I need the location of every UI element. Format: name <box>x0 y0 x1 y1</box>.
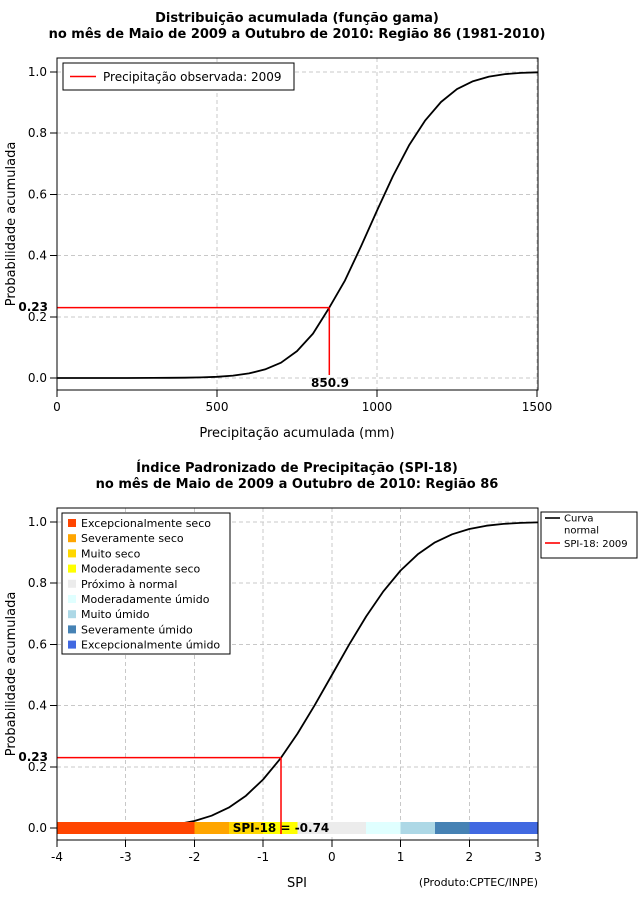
cdf-curve <box>57 71 539 379</box>
y-tick-label: 0.0 <box>28 821 47 835</box>
chart-subtitle: no mês de Maio de 2009 a Outubro de 2010… <box>96 477 499 492</box>
category-label: Moderadamente úmido <box>81 593 210 606</box>
chart-title: Índice Padronizado de Precipitação (SPI-… <box>136 460 458 476</box>
spi-category-segment <box>57 822 195 834</box>
y-tick-label: 1.0 <box>28 65 47 79</box>
y-tick-label: 0.0 <box>28 371 47 385</box>
marker-layer <box>57 306 331 375</box>
spi-category-segment <box>366 822 401 834</box>
x-tick-label: -3 <box>120 850 132 864</box>
curve-legend: Curva normal SPI-18: 2009 <box>540 511 638 559</box>
category-label: Excepcionalmente seco <box>81 517 211 530</box>
spi-category-segment <box>434 822 470 834</box>
grid-layer <box>56 58 538 390</box>
x-tick-label: -1 <box>257 850 269 864</box>
y-tick-label: 0.6 <box>28 637 47 651</box>
gamma-cdf-chart: 0 500 1000 1500 0.0 0.2 0.4 0.6 0.8 1.0 Precipita… <box>4 11 552 441</box>
spi-category-segment <box>297 822 367 834</box>
category-label: Muito úmido <box>81 608 150 621</box>
category-legend-layer: Excepcionalmente seco Severamente seco Mui… <box>61 512 231 655</box>
spi-category-segment <box>469 822 538 834</box>
legend-box <box>62 62 295 91</box>
category-label: Muito seco <box>81 547 141 560</box>
y-tick-label: 0.2 <box>28 760 47 774</box>
x-tick-label: 0 <box>328 850 336 864</box>
x-tick-label: 2 <box>465 850 473 864</box>
x-tick-label: 1500 <box>522 400 553 414</box>
spi-category-segment <box>400 822 435 834</box>
curve-legend-label-line2: normal <box>564 526 599 537</box>
legend: Precipitação observada: 2009 <box>62 62 295 91</box>
curve-legend-label-line1: Curva <box>564 514 593 525</box>
x-tick-label: -4 <box>51 850 63 864</box>
y-axis-label: Probabilidade acumulada <box>4 142 19 307</box>
category-swatch <box>68 549 76 558</box>
category-label: Moderadamente seco <box>81 563 201 576</box>
y-tick-label: 0.2 <box>28 310 47 324</box>
plot-border <box>56 57 539 391</box>
marker-x-label: SPI-18 = -0.74 <box>233 821 330 835</box>
curve-legend-box <box>540 511 638 559</box>
chart-title: Distribuição acumulada (função gama) <box>155 11 439 26</box>
category-label: Severamente seco <box>81 532 184 545</box>
x-tick-label: 0 <box>53 400 61 414</box>
y-tick-label: 1.0 <box>28 515 47 529</box>
spi-category-segment <box>194 822 229 834</box>
category-legend-box <box>61 512 231 655</box>
y-axis-label: Probabilidade acumulada <box>4 592 19 757</box>
footnote: (Produto:CPTEC/INPE) <box>419 876 538 889</box>
plot-border <box>56 507 539 841</box>
x-axis-label: SPI <box>287 876 307 891</box>
x-axis-label: Precipitação acumulada (mm) <box>199 426 394 441</box>
category-swatch <box>68 519 76 527</box>
category-swatch <box>68 595 76 603</box>
y-tick-label: 0.8 <box>28 576 47 590</box>
y-tick-label: 0.4 <box>28 699 47 713</box>
category-swatch <box>68 640 76 649</box>
marker-layer <box>57 756 282 834</box>
spi-category-segment <box>228 822 264 834</box>
category-swatch <box>68 610 76 619</box>
category-swatch <box>68 625 76 634</box>
category-label: Excepcionalmente úmido <box>81 639 220 652</box>
x-tick-label: 1 <box>397 850 405 864</box>
category-swatch <box>68 564 76 573</box>
x-tick-label: -2 <box>188 850 200 864</box>
spi-cdf-chart: -4 -3 -2 -1 0 1 2 3 0.0 0.2 0.4 0.6 0.8 1.0 Excepcion… <box>4 460 638 891</box>
marker-y-label: 0.23 <box>18 300 48 314</box>
chart-subtitle: no mês de Maio de 2009 a Outubro de 2010… <box>49 27 546 42</box>
y-tick-label: 0.8 <box>28 126 47 140</box>
y-tick-label: 0.4 <box>28 249 47 263</box>
category-label: Severamente úmido <box>81 623 193 636</box>
x-tick-label: 500 <box>206 400 229 414</box>
marker-x-label: 850.9 <box>311 376 349 390</box>
legend-label: Precipitação observada: 2009 <box>103 70 281 84</box>
series-layer <box>57 71 539 379</box>
x-tick-label: 3 <box>534 850 542 864</box>
category-swatch <box>68 579 76 588</box>
curve-legend-label-spi: SPI-18: 2009 <box>564 539 628 550</box>
y-tick-label: 0.6 <box>28 187 47 201</box>
axis-layer: 0 500 1000 1500 0.0 0.2 0.4 0.6 0.8 1.0 <box>28 65 552 414</box>
x-tick-label: 1000 <box>362 400 393 414</box>
bar-layer <box>57 822 538 834</box>
category-label: Próximo à normal <box>81 578 177 591</box>
axis-layer: -4 -3 -2 -1 0 1 2 3 0.0 0.2 0.4 0.6 0.8 1.0 <box>28 515 542 864</box>
category-swatch <box>68 534 76 543</box>
marker-y-label: 0.23 <box>18 750 48 764</box>
